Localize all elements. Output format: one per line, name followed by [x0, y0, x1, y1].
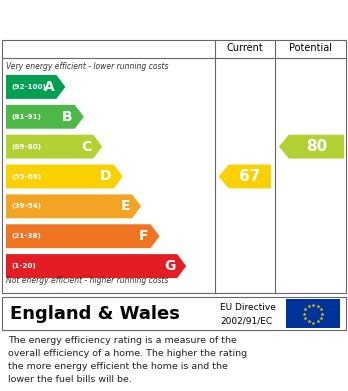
Text: Potential: Potential — [289, 43, 332, 53]
Text: (1-20): (1-20) — [11, 263, 36, 269]
Text: (81-91): (81-91) — [11, 114, 41, 120]
Text: (55-68): (55-68) — [11, 174, 41, 179]
Text: F: F — [139, 229, 149, 243]
Text: B: B — [62, 110, 73, 124]
Text: D: D — [100, 170, 112, 183]
Text: England & Wales: England & Wales — [10, 305, 180, 323]
Bar — [2, 297, 346, 330]
Polygon shape — [6, 75, 65, 99]
Text: (69-80): (69-80) — [11, 143, 41, 150]
Text: Current: Current — [227, 43, 263, 53]
Polygon shape — [6, 254, 186, 278]
Text: G: G — [164, 259, 175, 273]
Polygon shape — [6, 135, 102, 159]
Text: 67: 67 — [239, 169, 261, 184]
Text: 2002/91/EC: 2002/91/EC — [220, 316, 272, 325]
Bar — [286, 299, 340, 328]
Polygon shape — [6, 165, 123, 188]
Text: (21-38): (21-38) — [11, 233, 41, 239]
Text: The energy efficiency rating is a measure of the
overall efficiency of a home. T: The energy efficiency rating is a measur… — [8, 336, 247, 384]
Text: Energy Efficiency Rating: Energy Efficiency Rating — [10, 10, 239, 28]
Text: (39-54): (39-54) — [11, 203, 41, 209]
Polygon shape — [279, 135, 344, 159]
Text: Very energy efficient - lower running costs: Very energy efficient - lower running co… — [6, 62, 168, 71]
Polygon shape — [6, 224, 159, 248]
Text: A: A — [44, 80, 54, 94]
Text: (92-100): (92-100) — [11, 84, 46, 90]
Text: E: E — [121, 199, 130, 213]
Text: C: C — [81, 140, 91, 154]
Polygon shape — [6, 105, 84, 129]
Polygon shape — [6, 194, 141, 218]
Polygon shape — [219, 165, 271, 188]
Text: Not energy efficient - higher running costs: Not energy efficient - higher running co… — [6, 276, 168, 285]
Text: EU Directive: EU Directive — [220, 303, 276, 312]
Text: 80: 80 — [306, 139, 327, 154]
